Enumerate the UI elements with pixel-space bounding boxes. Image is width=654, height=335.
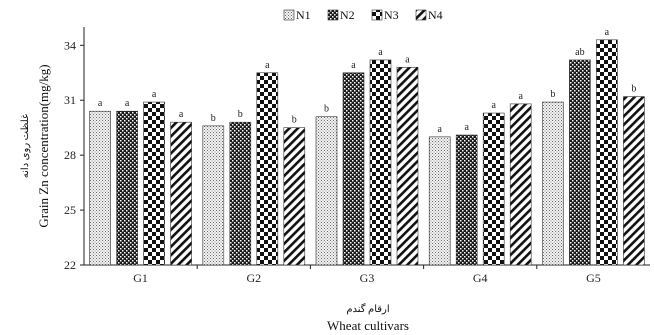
x-tick-label: G1 bbox=[133, 271, 148, 285]
significance-letter: b bbox=[550, 89, 555, 100]
significance-letter: a bbox=[405, 54, 410, 65]
bar-n2-g1 bbox=[116, 110, 138, 266]
significance-letter: a bbox=[179, 109, 184, 120]
significance-letter: a bbox=[605, 27, 610, 38]
significance-letter: a bbox=[98, 98, 103, 109]
significance-letter: b bbox=[292, 115, 297, 126]
bar-n1-g1 bbox=[89, 110, 111, 266]
bar-n4-g4 bbox=[509, 103, 532, 266]
bar-n3-g3 bbox=[369, 59, 392, 266]
x-axis-title: Wheat cultivars bbox=[327, 318, 409, 333]
significance-letter: ab bbox=[575, 47, 584, 58]
bar-n3-g2 bbox=[256, 72, 279, 266]
bar-n2-g2 bbox=[229, 121, 252, 266]
x-tick-label: G4 bbox=[473, 271, 488, 285]
y-axis-title-fa: غلظت روی دانه bbox=[20, 114, 31, 178]
significance-letter: a bbox=[464, 122, 469, 133]
bar-n1-g2 bbox=[202, 125, 225, 266]
significance-letter: b bbox=[211, 113, 216, 124]
bar-n2-g5 bbox=[569, 59, 591, 266]
bar-n1-g5 bbox=[542, 101, 564, 266]
significance-letter: a bbox=[518, 91, 523, 102]
bar-n4-g3 bbox=[396, 66, 419, 266]
bar-n4-g1 bbox=[170, 121, 192, 266]
legend-label-n3: N3 bbox=[384, 8, 399, 22]
legend-label-n4: N4 bbox=[428, 8, 443, 22]
legend-swatch-n2 bbox=[327, 9, 339, 21]
significance-letter: a bbox=[351, 60, 356, 71]
bar-n1-g4 bbox=[428, 136, 451, 266]
y-tick-label: 31 bbox=[64, 93, 76, 107]
significance-letter: b bbox=[324, 104, 329, 115]
significance-letter: a bbox=[265, 60, 270, 71]
bar-n3-g5 bbox=[596, 39, 618, 266]
y-tick-label: 22 bbox=[64, 258, 76, 272]
legend-swatch-n4 bbox=[415, 9, 427, 21]
legend-label-n1: N1 bbox=[296, 8, 311, 22]
legend-swatch-n3 bbox=[371, 9, 383, 21]
significance-letter: a bbox=[125, 98, 130, 109]
legend-label-n2: N2 bbox=[340, 8, 355, 22]
significance-letter: a bbox=[437, 124, 442, 135]
y-ticks: 22 25 28 31 34 bbox=[64, 38, 84, 272]
bars bbox=[89, 39, 645, 266]
x-tick-label: G3 bbox=[360, 271, 375, 285]
x-ticks: G1 G2 G3 G4 G5 bbox=[133, 265, 601, 285]
significance-letter: a bbox=[378, 47, 383, 58]
bar-n3-g1 bbox=[143, 101, 165, 266]
significance-letter: b bbox=[238, 109, 243, 120]
y-tick-label: 28 bbox=[64, 148, 76, 162]
legend-swatch-n1 bbox=[283, 9, 295, 21]
x-axis-title-fa: ارقام گندم bbox=[346, 303, 389, 315]
bar-n1-g3 bbox=[315, 116, 338, 266]
x-tick-label: G5 bbox=[586, 271, 601, 285]
significance-letter: a bbox=[152, 89, 157, 100]
legend: N1 N2 N3 N4 bbox=[283, 8, 443, 22]
y-axis-title: Grain Zn concentration(mg/kg) bbox=[36, 64, 51, 227]
significance-letter: a bbox=[491, 100, 496, 111]
bar-n4-g5 bbox=[623, 96, 645, 266]
x-tick-label: G2 bbox=[246, 271, 261, 285]
bar-n4-g2 bbox=[283, 127, 306, 266]
significance-letter: b bbox=[631, 84, 636, 95]
y-tick-label: 25 bbox=[64, 203, 76, 217]
bar-n3-g4 bbox=[482, 112, 505, 266]
bar-n2-g3 bbox=[342, 72, 365, 266]
bar-n2-g4 bbox=[455, 134, 478, 266]
y-tick-label: 34 bbox=[64, 38, 76, 52]
